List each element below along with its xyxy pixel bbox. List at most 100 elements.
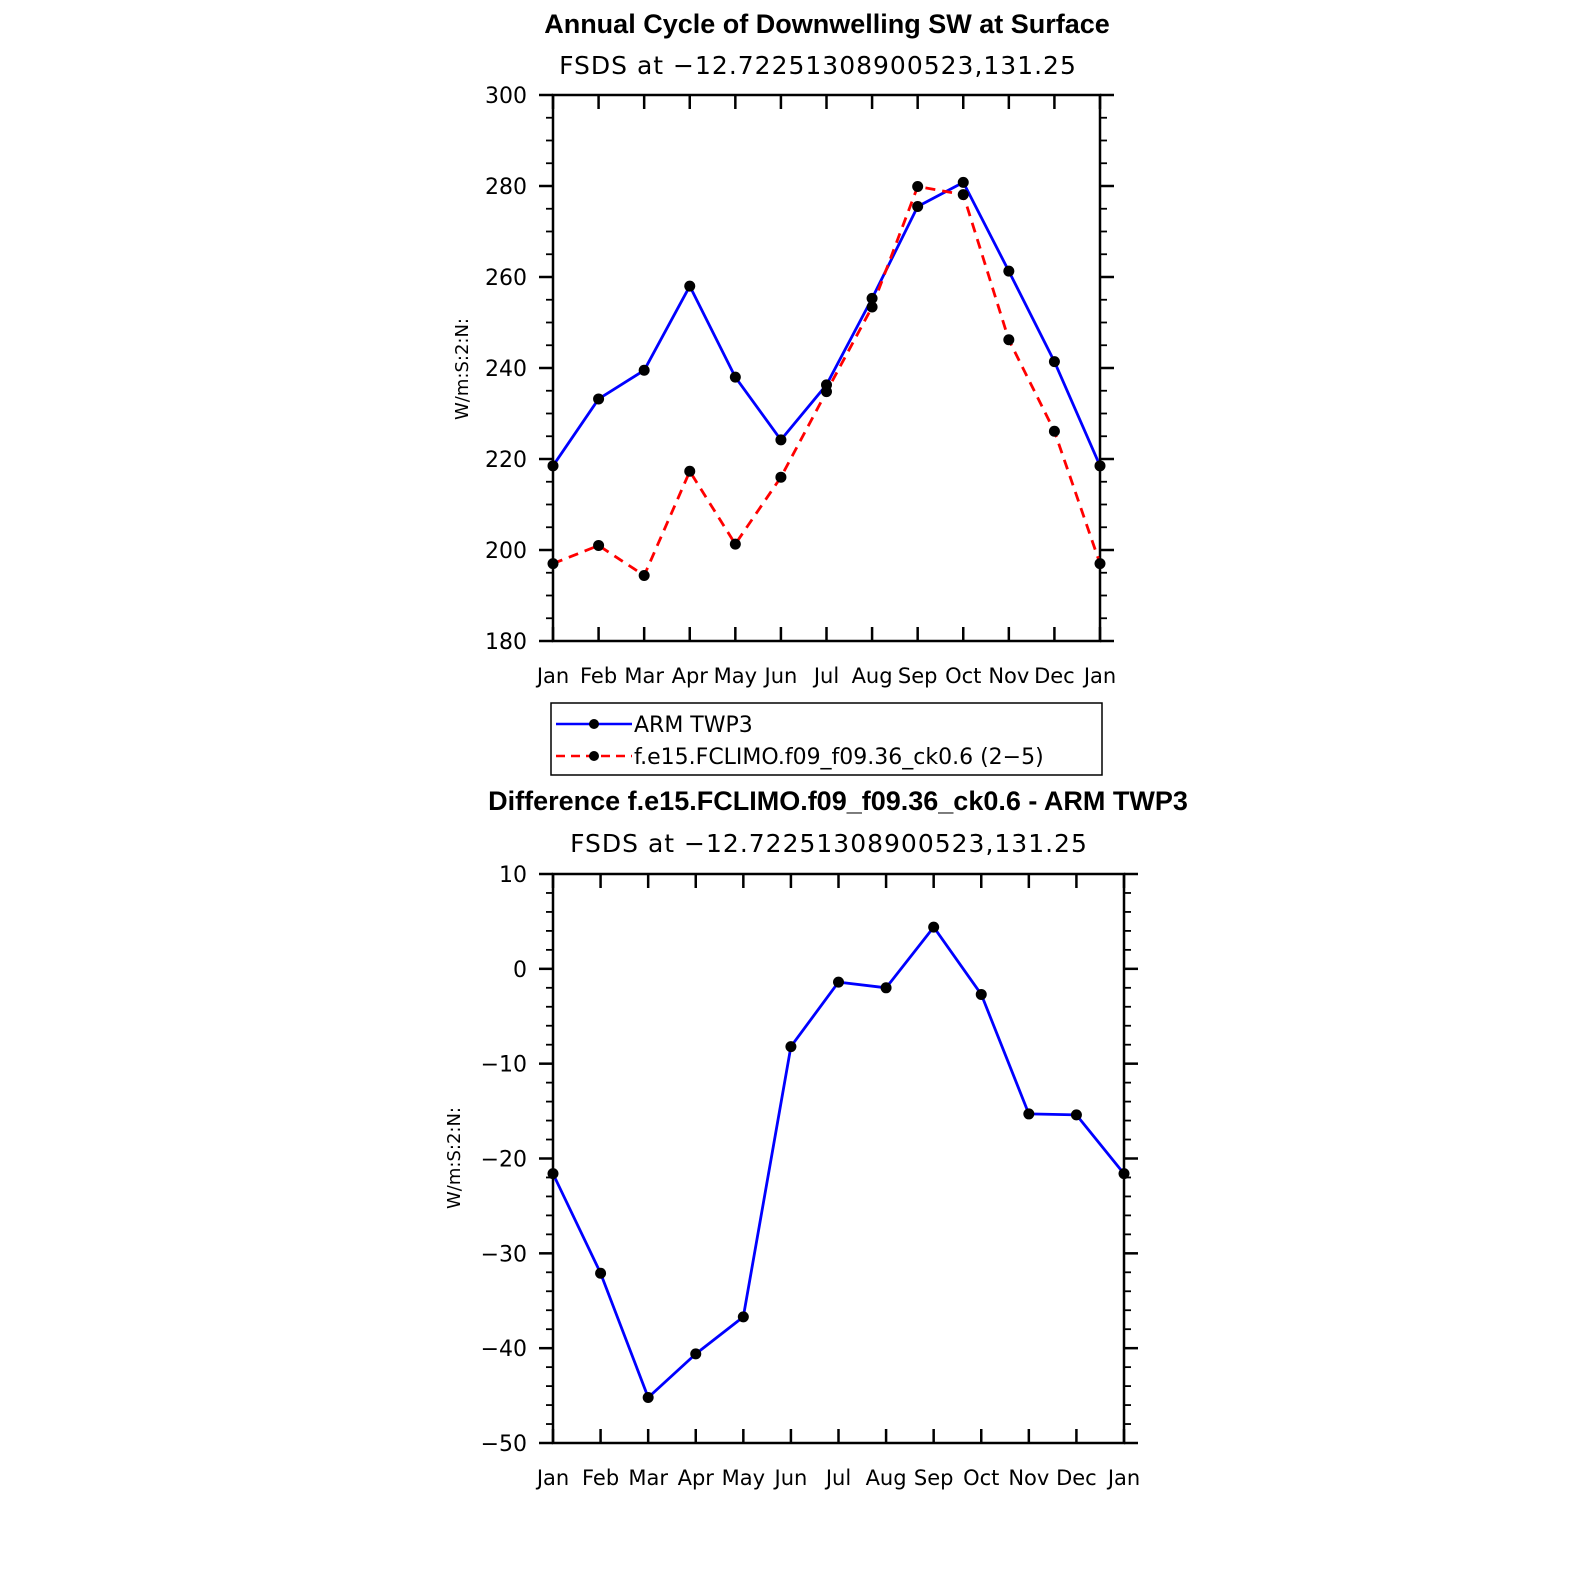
top-data-point	[1003, 265, 1015, 277]
bottom-x-tick-label: Apr	[678, 1466, 715, 1490]
legend-label-model: f.e15.FCLIMO.f09_f09.36_ck0.6 (2−5)	[634, 745, 1044, 770]
top-chart: Annual Cycle of Downwelling SW at Surfac…	[452, 9, 1116, 776]
bottom-data-point	[975, 988, 987, 1000]
top-x-tick-label: Dec	[1034, 664, 1075, 688]
top-x-tick-label: Oct	[945, 664, 981, 688]
top-data-point	[593, 539, 605, 551]
top-data-point	[775, 471, 787, 483]
bottom-chart-subtitle: FSDS at −12.72251308900523,131.25	[570, 829, 1088, 858]
bottom-data-point	[1070, 1109, 1082, 1121]
top-data-point	[729, 371, 741, 383]
top-data-point	[638, 569, 650, 581]
top-data-point	[912, 200, 924, 212]
top-data-point	[1094, 460, 1106, 472]
top-axes: Jan Feb Mar Apr May Jun Jul Aug Sep Oct Nov Dec Jan 1…	[485, 84, 1116, 688]
top-chart-title: Annual Cycle of Downwelling SW at Surfac…	[544, 9, 1110, 39]
bottom-y-tick-label: −30	[481, 1242, 527, 1267]
bottom-data-point	[595, 1267, 607, 1279]
bottom-x-tick-label: Jun	[773, 1466, 808, 1490]
top-chart-subtitle: FSDS at −12.72251308900523,131.25	[559, 51, 1077, 80]
top-x-tick-label: Jun	[763, 664, 798, 688]
top-x-tick-label: Mar	[624, 664, 664, 688]
bottom-data-point	[642, 1391, 654, 1403]
bottom-series-group	[547, 921, 1130, 1403]
bottom-data-point	[833, 976, 844, 988]
bottom-y-tick-label: −20	[481, 1148, 527, 1173]
top-data-point	[1048, 356, 1060, 368]
top-chart-y-axis-label: W/m:S:2:N:	[452, 318, 473, 420]
top-x-tick-label: May	[714, 664, 757, 688]
bottom-x-tick-label: Jul	[824, 1466, 851, 1490]
bottom-chart-title: Difference f.e15.FCLIMO.f09_f09.36_ck0.6…	[488, 786, 1188, 816]
top-series-group	[547, 176, 1106, 581]
bottom-series-line-0	[551, 925, 1126, 1399]
top-data-point	[866, 292, 878, 304]
bottom-y-tick-label: 0	[513, 958, 527, 983]
top-y-tick-label: 260	[485, 266, 527, 291]
bottom-data-point	[880, 982, 892, 994]
top-data-point	[547, 460, 559, 472]
bottom-data-point	[547, 1168, 559, 1180]
top-data-point	[729, 538, 741, 550]
bottom-x-tick-label: Oct	[963, 1466, 999, 1490]
top-data-point	[957, 189, 969, 201]
bottom-x-tick-label: Jan	[1106, 1466, 1140, 1490]
top-plot-frame	[551, 93, 1102, 643]
bottom-data-point	[785, 1041, 797, 1053]
bottom-data-point	[690, 1348, 702, 1360]
top-data-point	[821, 386, 832, 398]
bottom-data-point	[928, 921, 940, 933]
bottom-x-tick-label: Aug	[866, 1466, 907, 1490]
top-data-point	[912, 180, 924, 192]
top-x-tick-label: Jul	[812, 664, 839, 688]
bottom-y-tick-label: −50	[481, 1432, 527, 1457]
top-y-tick-label: 200	[485, 539, 527, 564]
bottom-x-tick-label: May	[722, 1466, 765, 1490]
top-data-point	[638, 364, 650, 376]
top-data-point	[684, 465, 696, 477]
bottom-x-tick-label: Dec	[1056, 1466, 1097, 1490]
bottom-chart: Difference f.e15.FCLIMO.f09_f09.36_ck0.6…	[444, 786, 1188, 1490]
top-x-tick-label: Feb	[580, 664, 617, 688]
top-data-point	[775, 434, 787, 446]
bottom-chart-y-axis-label: W/m:S:2:N:	[444, 1107, 465, 1209]
top-data-point	[866, 301, 878, 313]
bottom-x-tick-label: Nov	[1008, 1466, 1049, 1490]
top-y-tick-label: 280	[485, 175, 527, 200]
bottom-data-point	[1118, 1168, 1130, 1180]
legend: ARM TWP3 f.e15.FCLIMO.f09_f09.36_ck0.6 (…	[550, 702, 1103, 776]
top-data-point	[1094, 558, 1106, 570]
top-x-tick-label: Aug	[852, 664, 893, 688]
bottom-x-tick-label: Feb	[582, 1466, 619, 1490]
top-y-tick-label: 220	[485, 448, 527, 473]
bottom-x-tick-label: Mar	[628, 1466, 668, 1490]
bottom-y-tick-label: −10	[481, 1053, 527, 1078]
bottom-data-point	[1023, 1108, 1035, 1120]
bottom-x-tick-label: Jan	[535, 1466, 569, 1490]
legend-box	[550, 702, 1103, 776]
bottom-y-tick-label: 10	[499, 863, 527, 888]
top-data-point	[957, 176, 969, 188]
bottom-plot-frame	[551, 872, 1126, 1445]
top-data-point	[1003, 334, 1015, 346]
top-x-tick-label: Sep	[898, 664, 938, 688]
top-data-point	[1048, 425, 1060, 437]
top-data-point	[593, 393, 605, 405]
legend-label-arm-twp3: ARM TWP3	[634, 713, 753, 738]
top-y-tick-label: 180	[485, 630, 527, 655]
top-data-point	[684, 280, 696, 292]
bottom-y-tick-label: −40	[481, 1337, 527, 1362]
top-series-line-0	[551, 180, 1102, 467]
top-y-tick-label: 240	[485, 357, 527, 382]
top-x-tick-label: Jan	[535, 664, 569, 688]
top-y-tick-label: 300	[485, 84, 527, 109]
top-x-tick-label: Apr	[672, 664, 709, 688]
bottom-data-point	[737, 1311, 749, 1323]
top-data-point	[547, 558, 559, 570]
bottom-x-tick-label: Sep	[914, 1466, 954, 1490]
top-x-tick-label: Jan	[1082, 664, 1116, 688]
bottom-axes: Jan Feb Mar Apr May Jun Jul Aug Sep Oct Nov Dec Jan−…	[481, 863, 1141, 1490]
top-x-tick-label: Nov	[988, 664, 1029, 688]
legend-marker-model	[589, 751, 599, 761]
